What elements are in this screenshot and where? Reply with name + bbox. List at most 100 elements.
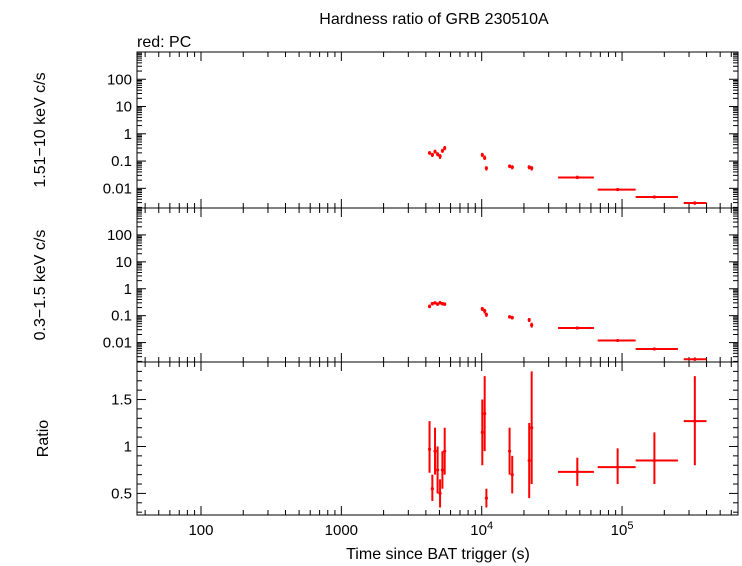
panel-frame [136,361,739,516]
data-point [443,302,447,306]
data-point [433,427,437,475]
data-point [480,152,484,158]
x-tick-label: 1000 [325,522,358,539]
point-marker [484,496,488,500]
data-point [510,455,514,494]
panel-frame [136,207,739,363]
data-point [527,165,531,170]
data-point [597,448,636,485]
y-tick-label: 0.1 [111,153,132,170]
point-marker [510,473,514,477]
data-point [443,427,447,475]
point-marker [427,304,432,309]
point-marker [507,449,512,453]
data-point [507,164,512,169]
data-point [530,166,534,171]
data-point [507,427,512,475]
point-marker [510,165,514,169]
point-marker [616,338,620,343]
data-point [433,301,437,305]
data-point [683,201,707,205]
chart-subtitle: red: PC [137,34,191,51]
point-marker [484,166,488,170]
point-marker [443,146,447,150]
x-tick-label: 105 [611,520,634,539]
point-marker [527,318,531,322]
point-marker [530,323,534,327]
point-marker [530,426,534,430]
point-marker [483,412,487,416]
data-point [484,488,488,508]
data-point [480,399,484,466]
data-point [483,308,487,314]
y-tick-label: 0.01 [103,335,132,352]
y-tick-label: 1 [124,281,132,298]
point-marker [443,302,447,306]
point-marker [433,301,437,305]
data-point [433,149,437,154]
point-marker [438,491,442,496]
data-point [427,304,432,309]
point-marker [652,347,657,351]
point-marker [527,458,531,463]
panel-2: 100 10 1 0.1 0.01 0.3−1.5 keV c/s [32,207,739,363]
data-series [427,301,707,361]
point-marker [575,326,579,330]
data-point [558,457,594,486]
data-point [438,154,442,159]
point-marker [652,195,657,199]
point-marker [435,152,440,156]
x-tick-label: 104 [470,520,493,539]
y-tick-label: 0.5 [111,485,132,502]
panel-1: 100 10 1 0.1 0.01 1.51−10 keV c/s [32,51,739,209]
point-marker [480,307,484,311]
data-point [443,145,447,151]
x-tick-label: 100 [188,522,213,539]
point-marker [438,154,442,158]
point-marker [575,470,579,474]
panel-3: 1.5 1 0.5 Ratio [35,361,739,516]
data-series [427,145,707,205]
data-point [510,315,514,320]
data-point [427,151,432,155]
data-point [530,371,534,485]
data-point [430,302,434,306]
point-marker [507,164,512,168]
data-point [435,302,440,306]
point-marker [507,315,512,319]
y-tick-label: 1.5 [111,392,132,409]
data-point [635,195,678,199]
point-marker [480,430,484,434]
panel-frame [136,51,739,209]
data-point [427,421,432,473]
point-marker [440,149,445,153]
point-marker [435,302,440,306]
data-point [483,155,487,160]
point-marker [440,468,445,472]
data-point [440,148,445,153]
data-point [597,187,636,192]
point-marker [652,458,657,463]
data-point [527,423,531,499]
point-marker [530,166,534,170]
point-marker [616,187,620,192]
y-tick-label: 10 [115,99,132,116]
point-marker [435,468,440,472]
y-tick-label: 0.01 [103,180,132,197]
point-marker [433,449,437,453]
data-point [558,175,594,180]
data-point [635,347,678,351]
data-point [435,152,440,157]
point-marker [616,465,620,469]
data-point [507,315,512,319]
data-point [480,306,484,311]
data-point [683,357,707,361]
y-axis-label: 0.3−1.5 keV c/s [32,230,49,341]
data-point [484,166,488,171]
panels: 100 10 1 0.1 0.01 1.51−10 keV c/s 100 10 1 0.1 0.0… [32,51,739,539]
point-marker [430,302,434,306]
point-marker [430,487,434,491]
data-point [440,451,445,489]
y-tick-label: 0.1 [111,308,132,325]
point-marker [433,150,437,154]
